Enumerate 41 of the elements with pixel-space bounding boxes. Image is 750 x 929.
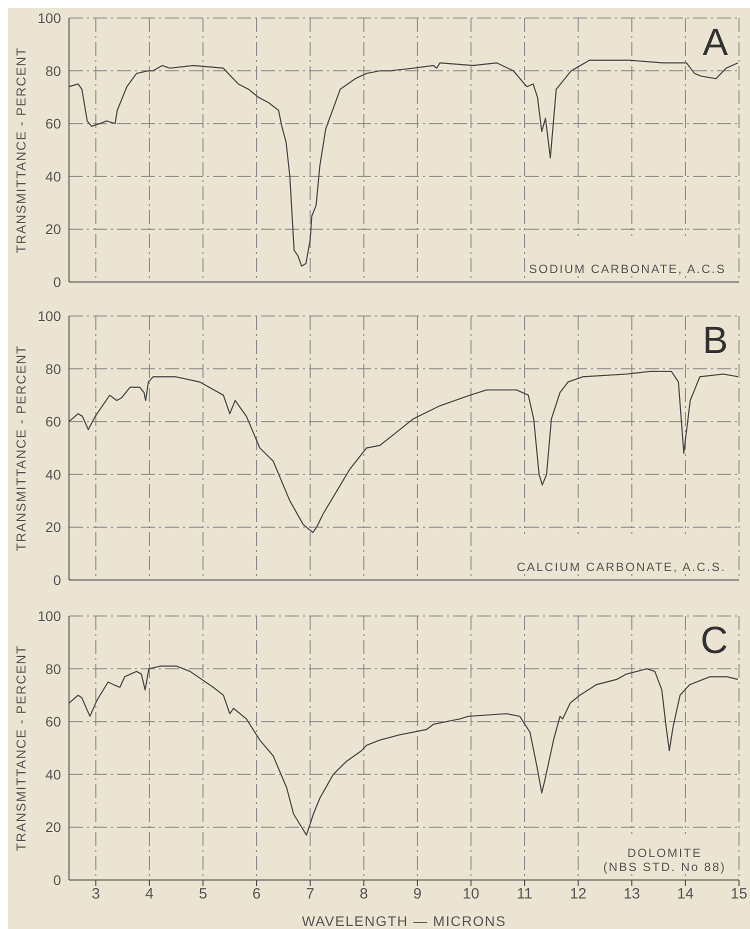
x-tick-label: 3: [92, 886, 100, 903]
y-tick-label: 100: [38, 608, 62, 624]
y-tick-label: 60: [45, 116, 62, 132]
chart-title: B: [702, 320, 728, 362]
y-axis-title: TRANSMITTANCE - PERCENT: [14, 46, 29, 254]
x-tick-label: 11: [516, 886, 532, 903]
x-tick-label: 9: [413, 886, 422, 903]
y-axis-title: TRANSMITTANCE - PERCENT: [14, 344, 29, 552]
y-tick-label: 40: [45, 168, 62, 184]
chart-title: A: [702, 22, 728, 64]
annotation: SODIUM CARBONATE, A.C.S: [529, 236, 726, 276]
y-tick-label: 60: [45, 414, 62, 430]
y-axis-title: TRANSMITTANCE - PERCENT: [14, 644, 29, 852]
annotation: DOLOMITE (NBS STD. No 88): [603, 834, 726, 874]
chart-title: C: [700, 620, 728, 662]
x-tick-label: 13: [623, 886, 640, 903]
y-tick-label: 0: [53, 872, 62, 888]
y-tick-label: 80: [45, 660, 62, 677]
y-tick-label: 20: [45, 819, 62, 836]
y-tick-label: 40: [45, 766, 62, 782]
x-axis-title: WAVELENGTH — MICRONS: [302, 913, 506, 929]
x-tick-label: 4: [145, 886, 154, 903]
y-tick-label: 80: [45, 62, 62, 79]
x-tick-label: 10: [462, 886, 480, 903]
y-tick-label: 40: [45, 466, 62, 482]
x-tick-label: 5: [198, 886, 208, 903]
x-tick-label: 15: [730, 886, 748, 903]
annotation: CALCIUM CARBONATE, A.C.S.: [516, 534, 726, 574]
x-tick-label: 14: [677, 886, 694, 903]
y-tick-label: 0: [53, 274, 62, 290]
y-tick-label: 0: [53, 572, 62, 588]
x-tick-label: 6: [252, 886, 261, 903]
y-tick-label: 100: [38, 308, 62, 324]
x-tick-label: 8: [360, 886, 368, 903]
y-tick-label: 60: [45, 714, 62, 730]
y-tick-label: 100: [38, 10, 62, 26]
y-tick-label: 80: [45, 360, 62, 377]
x-tick-label: 7: [306, 886, 314, 903]
y-tick-label: 20: [45, 519, 62, 536]
y-tick-label: 20: [45, 221, 62, 238]
x-tick-label: 12: [570, 886, 587, 903]
